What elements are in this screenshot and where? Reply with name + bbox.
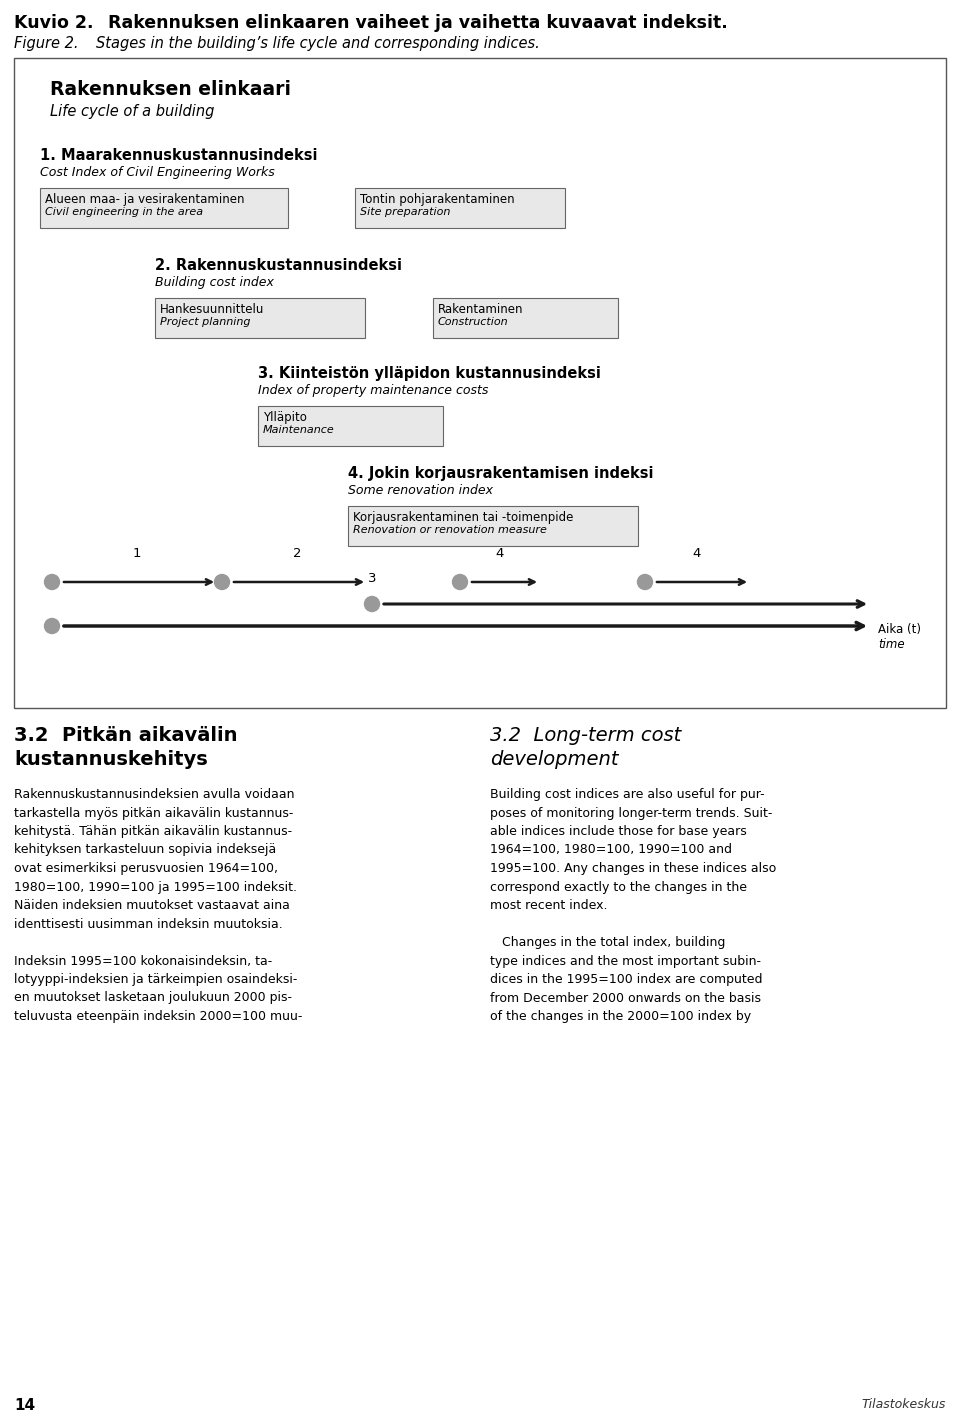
Text: 1. Maarakennuskustannusindeksi: 1. Maarakennuskustannusindeksi (40, 148, 318, 163)
Text: Civil engineering in the area: Civil engineering in the area (45, 206, 204, 216)
Text: Building cost indices are also useful for pur-
poses of monitoring longer-term t: Building cost indices are also useful fo… (490, 788, 777, 1022)
Bar (155, 298, 365, 338)
Circle shape (214, 574, 229, 590)
Text: Maintenance: Maintenance (263, 426, 335, 436)
Text: 3.2  Pitkän aikavälin: 3.2 Pitkän aikavälin (14, 725, 237, 745)
Text: 2. Rakennuskustannusindeksi: 2. Rakennuskustannusindeksi (155, 257, 402, 273)
Bar (14, 58, 946, 708)
Text: Index of property maintenance costs: Index of property maintenance costs (258, 385, 489, 397)
Text: Alueen maa- ja vesirakentaminen: Alueen maa- ja vesirakentaminen (45, 192, 245, 206)
Text: Rakentaminen: Rakentaminen (438, 303, 523, 315)
Text: Stages in the building’s life cycle and corresponding indices.: Stages in the building’s life cycle and … (96, 35, 540, 51)
Text: development: development (490, 749, 618, 769)
Text: Life cycle of a building: Life cycle of a building (50, 105, 214, 119)
Text: Tontin pohjarakentaminen: Tontin pohjarakentaminen (360, 192, 515, 206)
Text: Rakennuksen elinkaari: Rakennuksen elinkaari (50, 81, 291, 99)
Bar (40, 188, 288, 228)
Text: 4: 4 (495, 547, 504, 560)
Circle shape (44, 574, 60, 590)
Text: 14: 14 (14, 1398, 36, 1413)
Text: 3: 3 (368, 573, 376, 585)
Text: Korjausrakentaminen tai -toimenpide: Korjausrakentaminen tai -toimenpide (353, 510, 573, 525)
Circle shape (452, 574, 468, 590)
Bar (258, 406, 443, 445)
Text: Kuvio 2.: Kuvio 2. (14, 14, 93, 33)
Bar (355, 188, 565, 228)
Circle shape (44, 618, 60, 633)
Text: kustannuskehitys: kustannuskehitys (14, 749, 207, 769)
Circle shape (365, 597, 379, 611)
Text: Building cost index: Building cost index (155, 276, 274, 288)
Text: Some renovation index: Some renovation index (348, 484, 493, 496)
Text: Construction: Construction (438, 317, 509, 327)
Text: Aika (t): Aika (t) (878, 624, 921, 636)
Text: 3.2  Long-term cost: 3.2 Long-term cost (490, 725, 682, 745)
Text: Hankesuunnittelu: Hankesuunnittelu (160, 303, 264, 315)
Text: Project planning: Project planning (160, 317, 251, 327)
Text: 1: 1 (132, 547, 141, 560)
Bar (348, 506, 638, 546)
Text: 4: 4 (693, 547, 701, 560)
Circle shape (637, 574, 653, 590)
Text: time: time (878, 638, 904, 650)
Text: Tilastokeskus: Tilastokeskus (862, 1398, 946, 1411)
Text: Rakennuskustannusindeksien avulla voidaan
tarkastella myös pitkän aikavälin kust: Rakennuskustannusindeksien avulla voidaa… (14, 788, 302, 1022)
Text: Site preparation: Site preparation (360, 206, 450, 216)
Text: 4. Jokin korjausrakentamisen indeksi: 4. Jokin korjausrakentamisen indeksi (348, 467, 654, 481)
Text: 3. Kiinteistön ylläpidon kustannusindeksi: 3. Kiinteistön ylläpidon kustannusindeks… (258, 366, 601, 380)
Bar (433, 298, 618, 338)
Text: Renovation or renovation measure: Renovation or renovation measure (353, 525, 547, 534)
Text: Ylläpito: Ylläpito (263, 411, 307, 424)
Text: Rakennuksen elinkaaren vaiheet ja vaihetta kuvaavat indeksit.: Rakennuksen elinkaaren vaiheet ja vaihet… (108, 14, 728, 33)
Text: Figure 2.: Figure 2. (14, 35, 79, 51)
Text: 2: 2 (293, 547, 301, 560)
Text: Cost Index of Civil Engineering Works: Cost Index of Civil Engineering Works (40, 165, 275, 180)
